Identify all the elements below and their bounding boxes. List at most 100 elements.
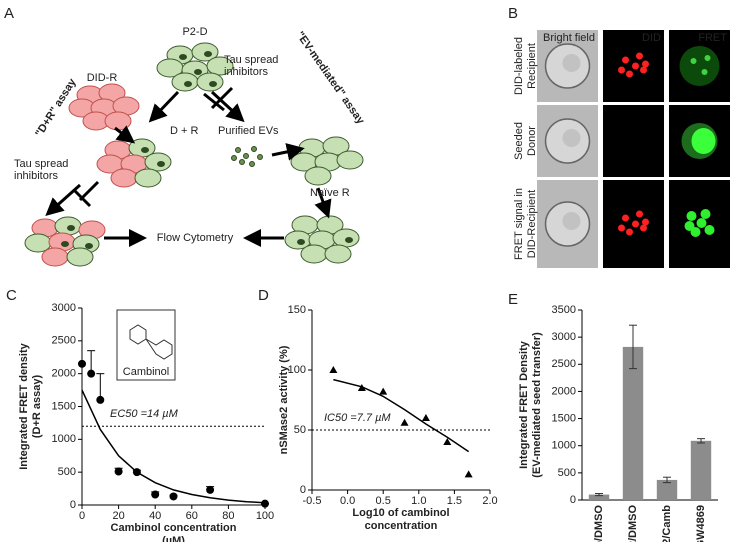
panel-label: B xyxy=(508,5,518,22)
y-tick-label: 3000 xyxy=(52,302,76,314)
panel-label: E xyxy=(508,291,518,308)
row-label: Recipient xyxy=(526,43,538,89)
did-signal xyxy=(618,66,625,74)
y-tick-label: 150 xyxy=(288,304,306,316)
cell-nucleus xyxy=(184,81,192,87)
cell-nucleus xyxy=(67,225,75,231)
did-signal xyxy=(640,224,647,232)
ev xyxy=(239,159,245,165)
inhibitor-label: Tau spread xyxy=(14,158,68,170)
row-label: Donor xyxy=(526,126,538,156)
cell-nucleus xyxy=(61,241,69,247)
x-tick-label: 100 xyxy=(256,510,274,522)
cell xyxy=(134,168,162,188)
cell-nucleus xyxy=(209,81,217,87)
arrow xyxy=(148,90,180,123)
reference-label: EC50 =14 µM xyxy=(110,408,179,420)
micrograph xyxy=(603,105,664,177)
data-point xyxy=(206,485,215,494)
cell xyxy=(54,216,82,236)
row-label: DID-Recipient xyxy=(526,190,538,258)
cell xyxy=(324,244,352,264)
y-axis-title: (D+R assay) xyxy=(31,375,43,439)
cell xyxy=(304,166,332,186)
cell-nucleus xyxy=(141,147,149,153)
ev xyxy=(235,147,241,153)
cell-nucleus xyxy=(157,161,165,167)
y-tick-label: 1500 xyxy=(52,400,76,412)
did-signal xyxy=(642,218,649,226)
panel-label: A xyxy=(4,5,14,22)
inhibitor-label: inhibitors xyxy=(224,66,269,78)
cell-texture xyxy=(562,129,581,147)
cell xyxy=(144,152,172,172)
inhibit xyxy=(210,86,234,110)
cell-nucleus xyxy=(179,54,187,60)
column-label: Bright field xyxy=(543,32,595,44)
inhibitor-label: Tau spread xyxy=(224,54,278,66)
y-tick-label: 50 xyxy=(294,424,306,436)
label: Purified EVs xyxy=(218,125,279,137)
did-signal xyxy=(636,52,643,60)
data-point xyxy=(114,467,123,476)
ev xyxy=(249,161,255,167)
arrow xyxy=(114,125,136,144)
panel-label: D xyxy=(258,287,269,304)
arrow xyxy=(314,187,332,219)
did-signal xyxy=(632,62,639,70)
fret-signal xyxy=(704,55,711,61)
y-tick-label: 500 xyxy=(58,466,76,478)
assay-label: "EV-mediated" assay xyxy=(294,29,367,127)
y-tick-label: 2500 xyxy=(52,335,76,347)
x-tick-label: 60 xyxy=(186,510,198,522)
y-tick-label: 2000 xyxy=(552,385,576,397)
y-tick-label: 2000 xyxy=(52,368,76,380)
cell xyxy=(206,56,234,76)
y-axis-title: Integrated FRET Density xyxy=(518,340,530,469)
did-signal xyxy=(632,220,639,228)
fret-signal xyxy=(686,211,697,221)
cell xyxy=(104,111,132,131)
arrow xyxy=(271,143,305,161)
y-tick-label: 1500 xyxy=(552,412,576,424)
x-axis-title: Cambinol concentration xyxy=(111,522,237,534)
did-signal xyxy=(622,214,629,222)
x-tick-label: Lipo/DMSO xyxy=(593,505,605,542)
inhibit-bar xyxy=(72,188,92,208)
cell xyxy=(336,150,364,170)
y-tick-label: 0 xyxy=(570,494,576,506)
y-tick-label: 1000 xyxy=(52,433,76,445)
data-point xyxy=(96,395,105,404)
fret-signal xyxy=(701,69,708,75)
y-tick-label: 0 xyxy=(70,499,76,511)
ev xyxy=(243,153,249,159)
inhibit-bar xyxy=(203,92,225,112)
fret-signal xyxy=(691,128,716,154)
arrow xyxy=(210,90,245,123)
x-axis-title: Log10 of cambinol xyxy=(352,507,449,519)
data-point xyxy=(357,384,366,391)
data-point xyxy=(151,490,160,499)
y-tick-label: 1000 xyxy=(552,440,576,452)
data-point xyxy=(421,414,430,421)
x-tick-label: 0 xyxy=(79,510,85,522)
did-signal xyxy=(618,224,625,232)
cell xyxy=(110,168,138,188)
fit-curve xyxy=(81,389,266,504)
x-tick-label: 2.0 xyxy=(482,495,497,507)
label: Flow Cytometry xyxy=(157,232,234,244)
y-tick-label: 3500 xyxy=(552,304,576,316)
row-label: FRET signal in xyxy=(513,188,525,260)
cell-nucleus xyxy=(204,51,212,57)
inset-structure xyxy=(116,309,176,381)
x-tick-label: 1.0 xyxy=(411,495,426,507)
x-tick-label: P2/GW4869 xyxy=(695,505,707,542)
x-tick-label: 80 xyxy=(222,510,234,522)
inhibitor-label: inhibitors xyxy=(14,170,59,182)
fret-signal xyxy=(690,58,697,64)
fret-signal xyxy=(684,221,695,231)
y-axis-title: (EV-mediated seed transfer) xyxy=(531,332,543,478)
data-point xyxy=(400,418,409,426)
bar xyxy=(656,479,678,500)
